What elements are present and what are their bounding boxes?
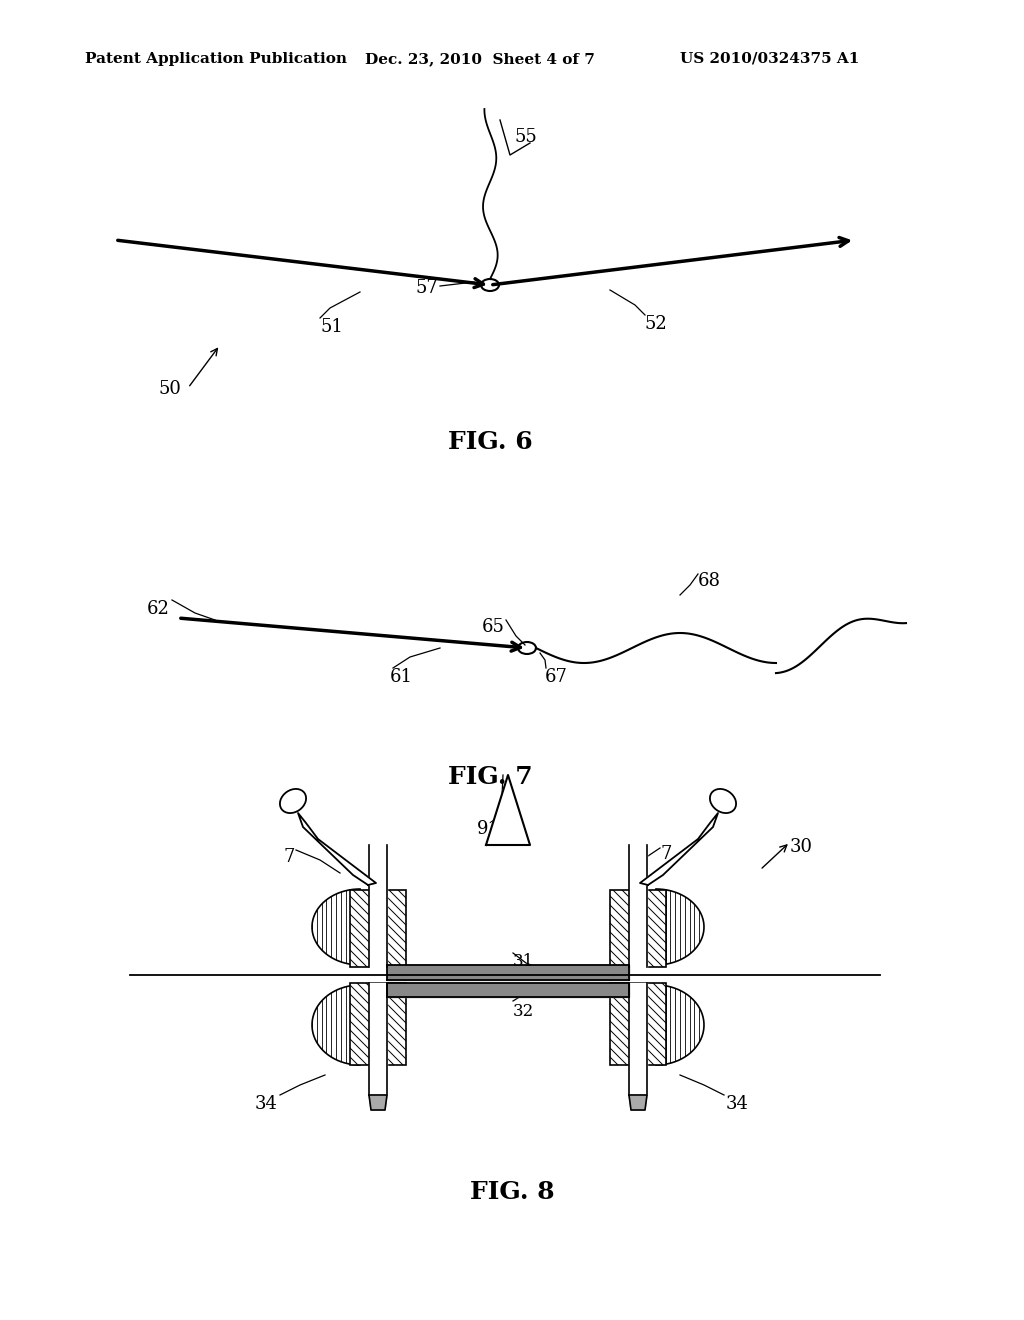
Text: 34: 34 bbox=[726, 1096, 749, 1113]
Text: US 2010/0324375 A1: US 2010/0324375 A1 bbox=[680, 51, 859, 66]
Text: 68: 68 bbox=[698, 572, 721, 590]
Polygon shape bbox=[610, 890, 666, 968]
Polygon shape bbox=[312, 888, 360, 965]
Polygon shape bbox=[656, 985, 703, 1065]
Text: 62: 62 bbox=[147, 601, 170, 618]
Text: 65: 65 bbox=[482, 618, 505, 636]
Polygon shape bbox=[350, 983, 406, 1065]
Polygon shape bbox=[298, 813, 376, 884]
Text: 51: 51 bbox=[319, 318, 343, 337]
Polygon shape bbox=[312, 985, 360, 1065]
Polygon shape bbox=[629, 983, 647, 1096]
Ellipse shape bbox=[280, 789, 306, 813]
Text: 50: 50 bbox=[158, 380, 181, 399]
Polygon shape bbox=[387, 965, 629, 979]
Text: 91: 91 bbox=[477, 820, 500, 838]
Polygon shape bbox=[656, 888, 703, 965]
Text: 31: 31 bbox=[513, 953, 535, 970]
Polygon shape bbox=[640, 813, 718, 884]
Text: 57: 57 bbox=[416, 279, 438, 297]
Text: FIG. 7: FIG. 7 bbox=[447, 766, 532, 789]
Text: 30: 30 bbox=[790, 838, 813, 855]
Polygon shape bbox=[486, 775, 530, 845]
Polygon shape bbox=[312, 888, 360, 965]
Polygon shape bbox=[610, 983, 666, 1065]
Text: 61: 61 bbox=[390, 668, 413, 686]
Text: 7: 7 bbox=[660, 845, 672, 863]
Text: Patent Application Publication: Patent Application Publication bbox=[85, 51, 347, 66]
Polygon shape bbox=[629, 1096, 647, 1110]
Text: Dec. 23, 2010  Sheet 4 of 7: Dec. 23, 2010 Sheet 4 of 7 bbox=[365, 51, 595, 66]
Text: 34: 34 bbox=[255, 1096, 278, 1113]
Text: FIG. 8: FIG. 8 bbox=[470, 1180, 554, 1204]
Ellipse shape bbox=[710, 789, 736, 813]
Text: 7: 7 bbox=[284, 847, 295, 866]
Polygon shape bbox=[369, 1096, 387, 1110]
Polygon shape bbox=[350, 890, 406, 968]
Text: 32: 32 bbox=[513, 1003, 535, 1020]
Text: FIG. 6: FIG. 6 bbox=[447, 430, 532, 454]
Polygon shape bbox=[656, 888, 703, 965]
Polygon shape bbox=[369, 983, 387, 1096]
Polygon shape bbox=[629, 845, 647, 968]
Text: 55: 55 bbox=[514, 128, 537, 147]
Polygon shape bbox=[387, 983, 629, 997]
Text: 52: 52 bbox=[645, 315, 668, 333]
Text: 67: 67 bbox=[545, 668, 568, 686]
Polygon shape bbox=[369, 845, 387, 968]
